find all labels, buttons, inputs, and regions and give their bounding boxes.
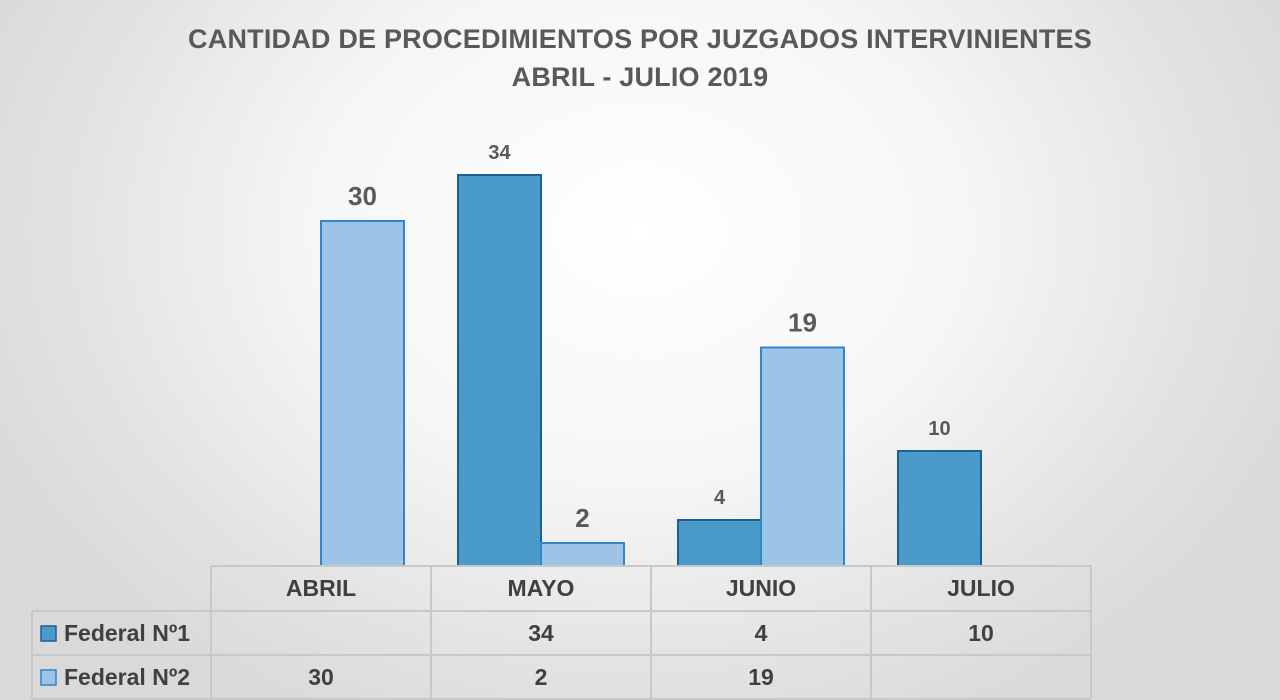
data-label: 4 [714,487,726,509]
bar [457,174,542,567]
data-label: 30 [348,181,377,211]
category-label: ABRIL [286,575,356,601]
category-label: JUNIO [726,575,796,601]
bar [677,519,762,567]
chart-subtitle: ABRIL - JULIO 2019 [511,62,769,92]
legend-key [40,625,57,642]
category-label: JULIO [947,575,1015,601]
table-cell-value: 30 [308,664,334,690]
category-label: MAYO [508,575,575,601]
bar [897,450,982,567]
data-label: 34 [488,142,511,164]
table-cell-value: 4 [755,620,768,646]
bar [760,346,845,567]
legend-label: Federal Nº1 [64,620,190,646]
table-cell-value: 19 [748,664,774,690]
bar [540,542,625,567]
data-label: 2 [575,503,589,533]
chart-title: CANTIDAD DE PROCEDIMIENTOS POR JUZGADOS … [188,24,1092,54]
legend-label: Federal Nº2 [64,664,190,690]
data-label: 10 [928,418,950,440]
legend-key [40,669,57,686]
bar [320,220,405,567]
table-cell-value: 2 [535,664,548,690]
table-cell-value: 34 [528,620,554,646]
data-label: 19 [788,308,817,338]
table-cell-value: 10 [968,620,994,646]
